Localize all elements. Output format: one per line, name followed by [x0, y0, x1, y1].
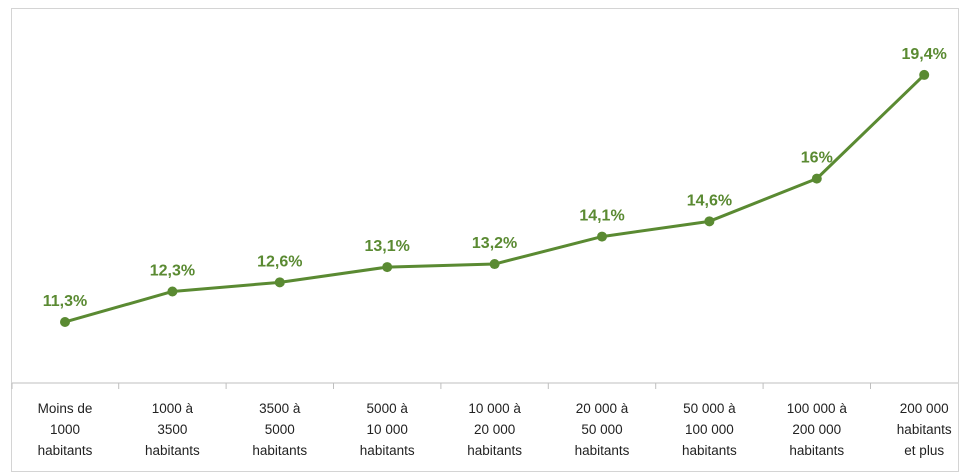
x-tick-label-line: 50 000 à [683, 401, 736, 416]
data-label: 16% [801, 150, 833, 167]
x-tick-label-line: habitants [360, 443, 415, 458]
x-tick-label: 100 000 à 200 000 habitants [787, 401, 848, 458]
x-tick-label-line: 20 000 [474, 422, 515, 437]
x-tick-label-line: 20 000 à [576, 401, 629, 416]
data-point [489, 259, 500, 270]
x-tick-label: 5000 à 10 000 habitants [360, 401, 415, 458]
data-point [597, 231, 607, 242]
data-label: 19,4% [902, 46, 947, 63]
x-tick-label-line: 5000 à [367, 401, 409, 416]
x-tick-label-line: habitants [897, 422, 952, 437]
data-label: 14,6% [687, 192, 732, 209]
data-label: 13,1% [365, 238, 410, 255]
x-tick-label-line: 3500 [157, 422, 187, 437]
x-tick-label-line: 50 000 [581, 422, 622, 437]
x-tick-label: 10 000 à 20 000 habitants [467, 401, 522, 458]
data-point [704, 216, 715, 227]
x-tick-label-line: 10 000 [367, 422, 408, 437]
x-tick-label-line: 3500 à [259, 401, 301, 416]
x-tick-label-line: habitants [789, 443, 844, 458]
data-label: 12,3% [150, 262, 195, 279]
x-tick-label: 200 000 habitants et plus [897, 401, 952, 458]
x-tick-label-line: habitants [252, 443, 307, 458]
x-tick-label: 3500 à 5000 habitants [252, 401, 307, 458]
data-point [60, 316, 70, 327]
x-tick-label-line: Moins de [38, 401, 93, 416]
x-tick-label-line: habitants [38, 443, 93, 458]
data-label: 14,1% [579, 208, 624, 225]
x-tick-label-line: 200 000 [900, 401, 949, 416]
data-label: 13,2% [472, 235, 517, 252]
x-axis [11, 382, 958, 389]
x-tick-label-line: habitants [682, 443, 737, 458]
data-point [811, 173, 822, 184]
x-tick-label-line: habitants [467, 443, 522, 458]
x-tick-label-line: 1000 [50, 422, 80, 437]
series-line-group [63, 73, 926, 324]
x-tick-label-line: et plus [904, 443, 944, 458]
x-tick-label-line: habitants [575, 443, 630, 458]
x-tick-label-line: 200 000 [792, 422, 841, 437]
x-tick-label-line: 5000 [265, 422, 295, 437]
data-label: 12,6% [257, 253, 302, 270]
data-labels: 11,3% 12,3% 12,6% 13,1% 13,2% 14,1% 14,6% 16% 19… [43, 46, 947, 310]
data-point [919, 69, 930, 80]
chart-frame [11, 8, 959, 472]
data-point [167, 286, 178, 297]
x-tick-labels: Moins de 1000 habitants 1000 à 3500 habitants… [38, 401, 952, 458]
x-tick-label: Moins de 1000 habitants [38, 401, 93, 458]
x-tick-label: 1000 à 3500 habitants [145, 401, 200, 458]
x-tick-label-line: 100 000 [685, 422, 734, 437]
data-points [60, 69, 930, 327]
data-point [274, 277, 285, 288]
x-tick-label-line: 1000 à [152, 401, 194, 416]
x-tick-label-line: 100 000 à [787, 401, 848, 416]
data-point [382, 262, 393, 273]
x-tick-label-line: 10 000 à [468, 401, 521, 416]
x-tick-label: 50 000 à 100 000 habitants [682, 401, 737, 458]
x-tick-label-line: habitants [145, 443, 200, 458]
data-label: 11,3% [43, 293, 87, 310]
series-line [63, 73, 926, 324]
x-tick-label: 20 000 à 50 000 habitants [575, 401, 630, 458]
